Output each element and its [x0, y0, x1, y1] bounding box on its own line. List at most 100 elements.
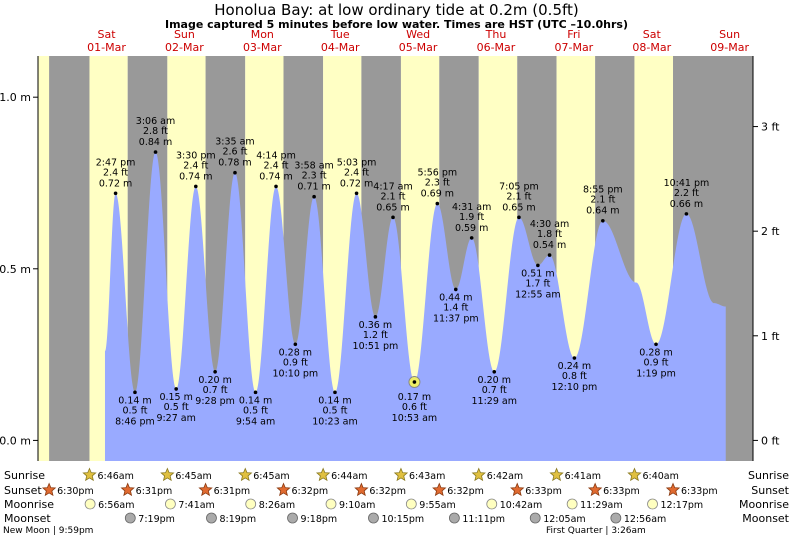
moonrise-time: 9:55am [419, 500, 455, 511]
night-band [49, 56, 90, 461]
moonset-time: 7:19pm [138, 514, 175, 525]
high-tide-feet: 1.8 ft [537, 229, 562, 240]
right-tick-label: 1 ft [761, 330, 780, 343]
moonrise-time: 8:26am [259, 500, 295, 511]
moonrise-time: 7:41am [178, 500, 214, 511]
high-tide-meters: 0.78 m [218, 158, 251, 169]
high-tide-time: 3:30 pm [176, 150, 216, 161]
sunrise-row-label-left: Sunrise [4, 469, 45, 482]
sunrise-icon [393, 467, 409, 482]
sunrise-icon [238, 467, 253, 482]
low-tide-meters: 0.15 m [159, 392, 192, 403]
day-date-label: 06-Mar [477, 41, 516, 54]
high-tide-time: 4:14 pm [256, 150, 296, 161]
high-tide-feet: 2.6 ft [222, 147, 247, 158]
high-tide-time: 3:06 am [136, 116, 175, 127]
day-date-label: 01-Mar [87, 41, 126, 54]
low-tide-time: 12:10 pm [552, 382, 598, 393]
low-tide-feet: 0.5 ft [322, 405, 347, 416]
moonset-time: 9:18pm [301, 514, 338, 525]
low-tide-meters: 0.51 m [521, 268, 554, 279]
day-weekday-label: Sat [98, 28, 117, 41]
moonrise-time: 9:10am [339, 500, 375, 511]
sunrise-icon [549, 467, 564, 482]
low-tide-feet: 1.7 ft [525, 278, 550, 289]
day-date-label: 07-Mar [554, 41, 593, 54]
low-tide-point [572, 356, 577, 360]
left-tick-label: 0.0 m [0, 434, 31, 447]
sunset-icon [120, 482, 135, 497]
high-tide-meters: 0.64 m [586, 206, 619, 217]
low-tide-time: 10:51 pm [353, 341, 399, 352]
moonrise-time: 11:29am [580, 500, 622, 511]
low-tide-point [133, 390, 137, 395]
high-tide-feet: 2.4 ft [344, 167, 369, 178]
low-tide-meters: 0.14 m [318, 395, 351, 406]
left-tick-label: 1.0 m [0, 91, 31, 104]
sunset-time: 6:33pm [603, 486, 640, 497]
low-tide-point [453, 287, 458, 292]
low-tide-meters: 0.17 m [398, 392, 431, 403]
sunrise-time: 6:41am [565, 471, 601, 482]
high-tide-point [113, 191, 118, 196]
sunset-icon [41, 482, 57, 497]
high-tide-meters: 0.84 m [139, 137, 172, 148]
moonrise-row-label-right: Moonrise [739, 498, 789, 511]
low-tide-feet: 1.2 ft [363, 330, 388, 341]
sunset-icon [198, 482, 213, 497]
moonset-time: 11:11pm [462, 514, 505, 525]
moonset-time: 8:19pm [219, 514, 256, 525]
high-tide-feet: 2.4 ft [103, 167, 128, 178]
moonset-time: 10:15pm [381, 514, 424, 525]
low-tide-time: 9:27 am [156, 413, 195, 424]
day-weekday-label: Fri [567, 28, 580, 41]
right-tick-label: 2 ft [761, 225, 780, 238]
high-tide-meters: 0.65 m [502, 202, 535, 213]
high-tide-meters: 0.65 m [376, 202, 409, 213]
sunset-time: 6:33pm [681, 486, 718, 497]
day-date-label: 09-Mar [710, 41, 749, 54]
high-tide-feet: 2.1 ft [590, 195, 615, 206]
moonrise-icon [486, 498, 498, 510]
sunset-icon [587, 482, 603, 497]
day-date-label: 04-Mar [321, 41, 360, 54]
high-tide-time: 5:56 pm [418, 168, 458, 179]
low-tide-time: 8:46 pm [115, 416, 155, 427]
low-tide-meters: 0.20 m [478, 375, 511, 386]
high-tide-time: 3:35 am [215, 137, 254, 148]
moonrise-icon [647, 498, 658, 510]
high-tide-time: 3:58 am [294, 161, 333, 172]
sunset-time: 6:31pm [136, 486, 173, 497]
high-tide-point [354, 191, 359, 196]
sunrise-icon [627, 467, 642, 482]
sunrise-time: 6:46am [97, 471, 133, 482]
left-tick-label: 0.5 m [0, 263, 31, 276]
day-weekday-label: Sun [174, 28, 195, 41]
high-tide-time: 2:47 pm [96, 157, 136, 168]
low-tide-point [253, 390, 258, 395]
day-weekday-label: Wed [406, 28, 430, 41]
low-tide-meters: 0.20 m [198, 375, 231, 386]
low-tide-time: 10:23 am [312, 416, 357, 427]
high-tide-meters: 0.59 m [455, 223, 488, 234]
high-tide-point [312, 194, 316, 199]
low-tide-time: 11:29 am [472, 396, 517, 407]
sunrise-icon [160, 467, 175, 482]
day-weekday-label: Sat [643, 28, 662, 41]
low-tide-meters: 0.36 m [359, 320, 392, 331]
moonrise-time: 10:42am [500, 500, 542, 511]
low-tide-point [492, 369, 497, 374]
high-tide-time: 10:41 pm [664, 178, 710, 189]
moonset-time: 12:05am [543, 514, 585, 525]
day-date-label: 02-Mar [165, 41, 204, 54]
low-tide-meters: 0.28 m [279, 347, 312, 358]
high-tide-time: 8:55 pm [583, 185, 623, 196]
moon-phase-first-quarter: First Quarter | 3:26am [546, 526, 646, 536]
low-tide-feet: 0.8 ft [562, 371, 587, 382]
day-weekday-label: Sun [719, 28, 740, 41]
right-tick-label: 3 ft [761, 121, 780, 134]
high-tide-point [435, 201, 440, 206]
high-tide-meters: 0.74 m [179, 171, 212, 182]
high-tide-feet: 2.4 ft [264, 160, 289, 171]
